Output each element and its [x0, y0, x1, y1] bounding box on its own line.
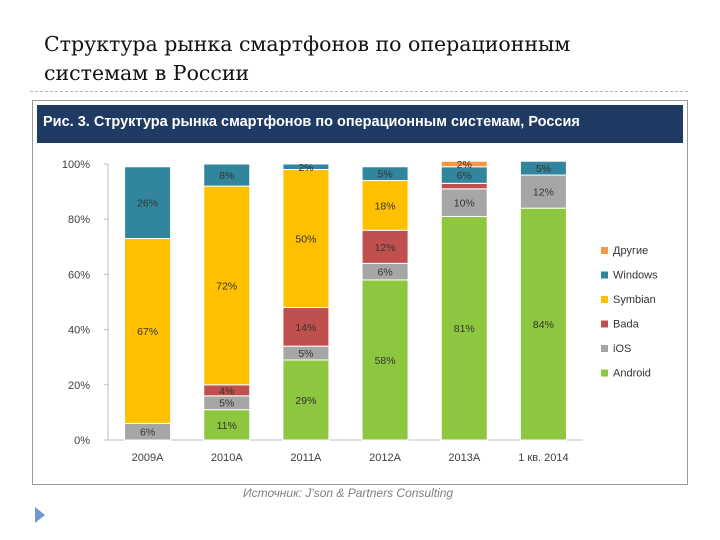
- data-label: 81%: [454, 323, 475, 335]
- slide-title: Структура рынка смартфонов по операционн…: [44, 30, 684, 88]
- x-tick-label: 2012А: [369, 452, 401, 464]
- title-divider: [30, 91, 688, 92]
- source-note: Источник: J'son & Partners Consulting: [243, 486, 454, 500]
- legend-swatch: [601, 320, 608, 328]
- data-label: 50%: [295, 234, 316, 246]
- data-label: 29%: [295, 395, 316, 407]
- bar-segment: [440, 215, 488, 441]
- data-label: 6%: [140, 427, 155, 439]
- next-slide-arrow-icon[interactable]: [34, 506, 46, 524]
- data-label: 14%: [295, 322, 316, 334]
- y-tick-label: 100%: [62, 159, 90, 171]
- x-tick-label: 2009А: [132, 452, 164, 464]
- bar-segment: [361, 279, 409, 441]
- x-tick-label: 2013А: [448, 452, 480, 464]
- data-label: 4%: [219, 385, 234, 397]
- data-label: 2%: [457, 159, 472, 171]
- bar-segment: [282, 163, 330, 171]
- x-tick-label: 1 кв. 2014: [518, 452, 568, 464]
- legend-swatch: [601, 345, 608, 352]
- legend-label: Bada: [613, 319, 640, 331]
- stacked-bar-chart: 0%20%40%60%80%100%6%67%26%2009А11%5%4%72…: [62, 159, 658, 464]
- y-tick-label: 80%: [68, 214, 90, 226]
- bar-segment: [282, 359, 330, 441]
- bar-segment: [282, 307, 330, 347]
- data-label: 6%: [457, 170, 472, 182]
- bar-segment: [440, 182, 488, 190]
- legend-swatch: [601, 247, 608, 254]
- data-label: 67%: [137, 326, 158, 338]
- data-label: 72%: [216, 280, 237, 292]
- chart-figure: Рис. 3. Структура рынка смартфонов по оп…: [32, 100, 688, 485]
- bar-segment: [203, 409, 251, 441]
- legend-label: Symbian: [613, 294, 656, 306]
- data-label: 18%: [375, 200, 396, 212]
- slide-title-line-1: Структура рынка смартфонов по операционн…: [44, 32, 571, 56]
- data-label: 58%: [375, 355, 396, 367]
- data-label: 12%: [375, 242, 396, 254]
- x-tick-label: 2011А: [290, 452, 322, 464]
- bar-segment: [519, 160, 567, 176]
- bar-segment: [361, 180, 409, 231]
- data-label: 5%: [219, 398, 234, 410]
- y-tick-label: 0%: [74, 435, 90, 447]
- x-tick-label: 2010А: [211, 452, 243, 464]
- legend-label: iOS: [613, 343, 631, 355]
- y-tick-label: 20%: [68, 380, 90, 392]
- legend-label: Android: [613, 368, 651, 380]
- bar-segment: [519, 174, 567, 209]
- bar-segment: [124, 238, 172, 424]
- data-label: 11%: [217, 420, 237, 432]
- data-label: 10%: [454, 198, 475, 210]
- legend-swatch: [601, 271, 608, 279]
- bar-segment: [124, 166, 172, 240]
- data-label: 5%: [298, 348, 313, 360]
- data-label: 2%: [298, 162, 313, 174]
- chart-title: Рис. 3. Структура рынка смартфонов по оп…: [43, 114, 580, 130]
- chart-header: Рис. 3. Структура рынка смартфонов по оп…: [37, 105, 683, 143]
- data-label: 26%: [137, 198, 158, 210]
- data-label: 6%: [377, 267, 392, 279]
- data-label: 8%: [219, 170, 234, 182]
- legend-label: Другие: [613, 245, 648, 257]
- y-tick-label: 60%: [68, 269, 90, 281]
- legend-swatch: [601, 369, 608, 377]
- y-tick-label: 40%: [68, 325, 90, 337]
- data-label: 5%: [377, 169, 392, 181]
- bar-segment: [203, 185, 251, 386]
- bar-segment: [361, 229, 409, 264]
- data-label: 12%: [533, 187, 554, 199]
- data-label: 84%: [533, 319, 554, 331]
- bar-segment: [440, 188, 488, 217]
- legend-label: Windows: [613, 270, 658, 282]
- data-label: 5%: [536, 163, 551, 175]
- bar-segment: [440, 160, 488, 168]
- bar-segment: [519, 207, 567, 441]
- bar-segment: [203, 163, 251, 187]
- slide-title-line-2: системам в России: [44, 61, 250, 85]
- legend-swatch: [601, 296, 608, 303]
- bar-segment: [361, 166, 409, 182]
